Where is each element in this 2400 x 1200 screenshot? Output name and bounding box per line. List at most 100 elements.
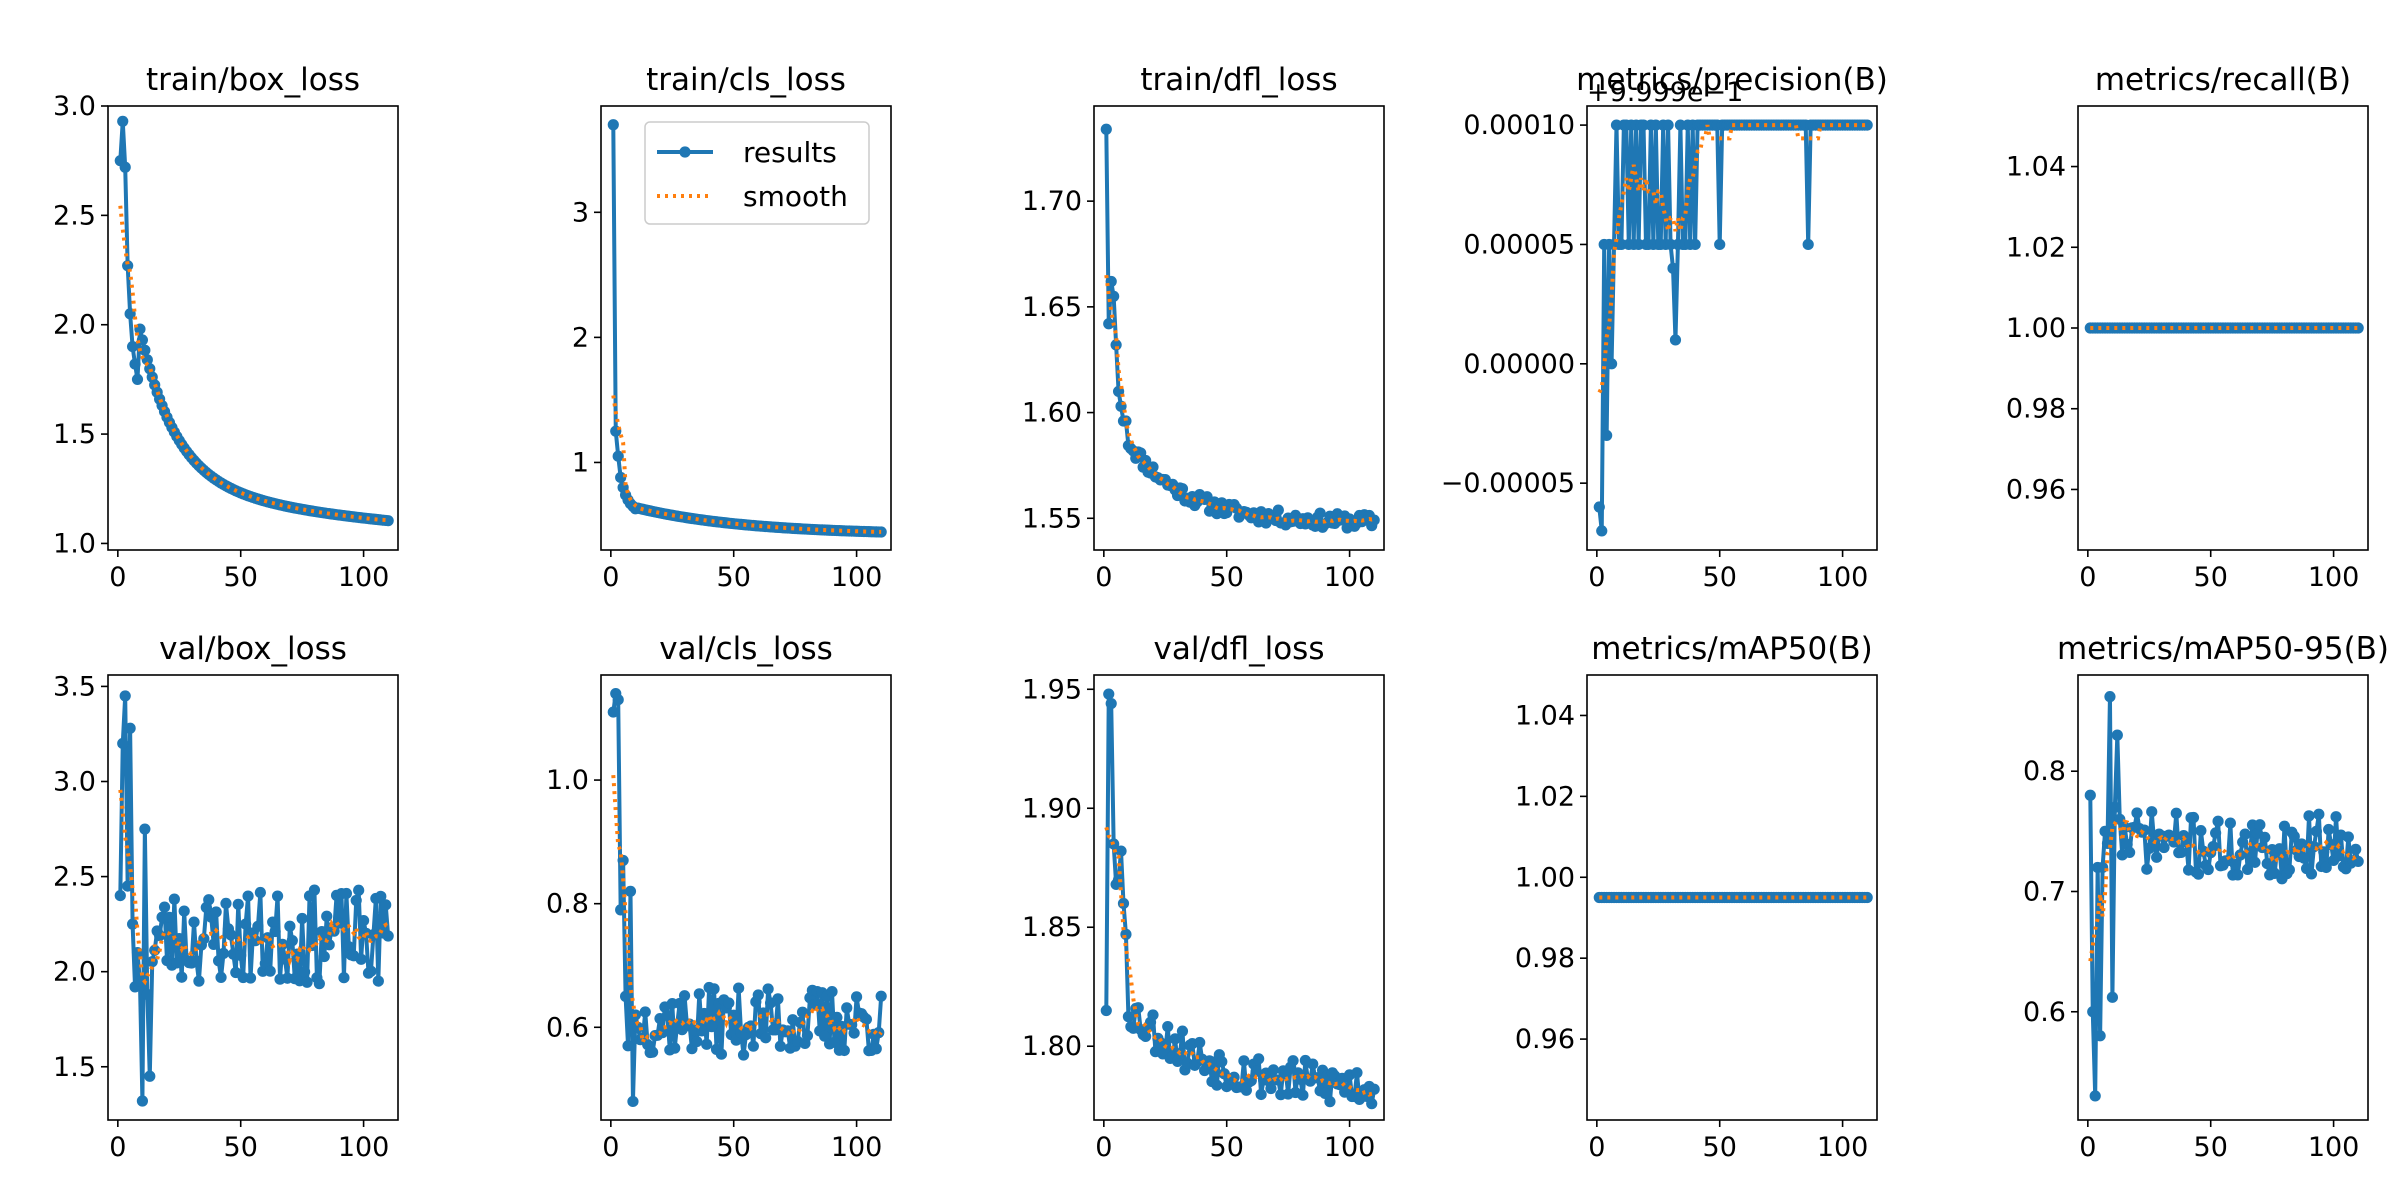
results-line <box>2088 694 2361 1098</box>
results-point <box>2241 863 2254 876</box>
results-point <box>2175 846 2187 859</box>
results-point <box>2099 825 2111 837</box>
results-point <box>2106 991 2119 1003</box>
x-tick-label: 50 <box>1703 562 1737 593</box>
results-point <box>624 885 637 897</box>
results-point <box>1216 1056 1228 1068</box>
panel-title: val/dfl_loss <box>1154 631 1325 667</box>
axes-frame <box>1586 105 1878 551</box>
panel-title: metrics/recall(B) <box>2095 62 2351 98</box>
x-tick-label: 100 <box>1324 562 1376 593</box>
results-point <box>286 935 298 947</box>
results-point <box>607 119 619 131</box>
y-tick-label: 2.0 <box>53 310 96 341</box>
results-point <box>225 929 237 941</box>
y-tick-label: 1.90 <box>1022 793 1082 824</box>
results-point <box>198 933 210 945</box>
results-point <box>1265 1082 1277 1095</box>
x-tick-label: 0 <box>109 562 126 593</box>
results-point <box>365 965 377 977</box>
y-tick-label: 0.00005 <box>1463 229 1575 260</box>
y-tick-label: −0.00005 <box>1441 468 1575 499</box>
results-point <box>2283 864 2295 876</box>
results-point <box>2296 838 2308 850</box>
results-point <box>612 694 624 706</box>
y-tick-label: 2.5 <box>53 200 96 231</box>
y-tick-label: 3.0 <box>53 91 96 122</box>
results-point <box>1601 429 1613 442</box>
axes-frame <box>2077 674 2369 1121</box>
x-tick-label: 0 <box>602 1132 619 1163</box>
results-point <box>1211 1079 1223 1091</box>
results-point <box>693 988 705 1000</box>
results-point <box>1253 1053 1265 1065</box>
y-tick-label: 1.70 <box>1022 186 1082 217</box>
results-point <box>279 953 291 965</box>
results-point <box>1115 845 1127 857</box>
results-point <box>1162 1020 1174 1033</box>
y-tick-label: 1.00 <box>1515 862 1575 893</box>
results-point <box>171 957 183 969</box>
results-point <box>2104 691 2116 703</box>
results-point <box>639 1006 651 1018</box>
smooth-line <box>1104 274 1375 524</box>
panel-title: val/box_loss <box>159 631 347 667</box>
y-tick-label: 1.04 <box>2006 152 2066 183</box>
results-point <box>2210 827 2222 839</box>
results-point <box>1255 1088 1267 1101</box>
results-point <box>318 950 330 963</box>
panel-title: val/cls_loss <box>659 631 833 667</box>
panel-metrics-map50-b: metrics/mAP50(B) 0 50 100 0.96 0.98 1.00 1.02 1.… <box>1515 631 1878 1163</box>
x-tick-label: 0 <box>1095 1132 1112 1163</box>
results-point <box>372 975 384 987</box>
results-point <box>1368 514 1380 526</box>
y-tick-label: 1.60 <box>1022 398 1082 429</box>
results-point <box>2202 863 2214 876</box>
axes-frame <box>1093 674 1385 1121</box>
panel-train-box-loss: train/box_loss 0 50 100 1.0 1.5 2.0 2.5 3.0 <box>53 62 399 593</box>
smooth-line <box>611 774 883 1044</box>
x-tick-label: 100 <box>831 1132 883 1163</box>
axes-frame <box>2077 105 2369 551</box>
results-point <box>875 526 887 538</box>
y-tick-label: 0.98 <box>1515 943 1575 974</box>
results-point <box>801 1030 814 1042</box>
results-point <box>1596 525 1608 537</box>
results-point <box>380 899 392 911</box>
y-tick-label: 0.7 <box>2023 876 2066 907</box>
results-point <box>2192 868 2205 880</box>
results-point <box>875 990 887 1002</box>
results-point <box>2305 868 2318 880</box>
results-point <box>1307 1058 1319 1070</box>
results-point <box>2224 817 2236 829</box>
results-point <box>1103 688 1115 700</box>
y-tick-label: 1.04 <box>1515 700 1575 731</box>
x-tick-label: 0 <box>602 562 619 593</box>
plot-area <box>607 687 887 1108</box>
results-point <box>691 1035 703 1048</box>
panel-metrics-precision-b: metrics/precision(B)+9.999e−1 0 50 100 −0.00… <box>1441 62 1888 593</box>
y-tick-label: 1.65 <box>1022 292 1082 323</box>
y-tick-label: 0.6 <box>2023 997 2066 1028</box>
results-point <box>2303 810 2315 822</box>
results-point <box>1351 1067 1363 1079</box>
results-point <box>284 920 296 932</box>
results-point <box>2096 861 2109 874</box>
results-point <box>2084 789 2096 801</box>
results-point <box>2195 825 2207 837</box>
results-point <box>1593 501 1605 513</box>
panel-train-dfl-loss: train/dfl_loss 0 50 100 1.55 1.60 1.65 1.70 <box>1022 62 1385 593</box>
y-tick-label: 1.0 <box>53 528 96 559</box>
results-point <box>1287 1055 1299 1067</box>
x-tick-label: 100 <box>338 562 390 593</box>
results-point <box>139 823 151 835</box>
x-tick-label: 100 <box>2308 1132 2360 1163</box>
panel-title: metrics/mAP50(B) <box>1591 631 1872 667</box>
y-tick-label: 0.8 <box>546 889 589 920</box>
results-point <box>168 893 180 905</box>
results-point <box>708 983 720 995</box>
x-tick-label: 0 <box>1588 562 1605 593</box>
x-tick-label: 50 <box>2194 1132 2228 1163</box>
results-point <box>2313 808 2325 820</box>
smooth-line <box>118 205 389 523</box>
